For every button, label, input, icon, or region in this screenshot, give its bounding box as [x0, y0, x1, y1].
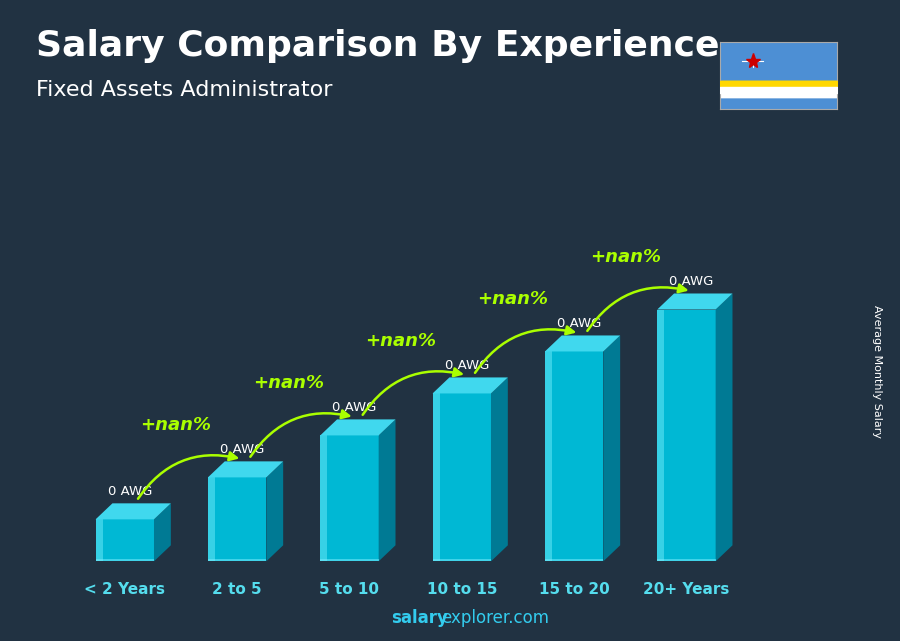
FancyArrowPatch shape [475, 326, 573, 373]
Polygon shape [95, 559, 154, 562]
FancyArrowPatch shape [138, 453, 237, 499]
Polygon shape [544, 559, 603, 562]
Polygon shape [95, 519, 154, 562]
Polygon shape [208, 559, 266, 562]
Text: 0 AWG: 0 AWG [332, 401, 377, 414]
Polygon shape [657, 559, 716, 562]
Polygon shape [544, 351, 552, 562]
Text: explorer.com: explorer.com [441, 609, 549, 627]
Polygon shape [208, 478, 266, 562]
Polygon shape [320, 419, 395, 435]
Polygon shape [154, 503, 171, 562]
FancyArrowPatch shape [588, 285, 686, 331]
Polygon shape [657, 294, 733, 310]
Text: +nan%: +nan% [590, 248, 661, 266]
Polygon shape [208, 478, 215, 562]
FancyArrowPatch shape [363, 369, 462, 415]
Polygon shape [320, 435, 379, 562]
Polygon shape [266, 462, 284, 562]
FancyArrowPatch shape [250, 410, 349, 457]
Polygon shape [544, 335, 620, 351]
Text: Salary Comparison By Experience: Salary Comparison By Experience [36, 29, 719, 63]
Polygon shape [433, 394, 439, 562]
Text: 0 AWG: 0 AWG [557, 317, 601, 330]
Polygon shape [544, 351, 603, 562]
Text: +nan%: +nan% [477, 290, 548, 308]
Text: salary: salary [392, 609, 448, 627]
Polygon shape [657, 310, 716, 562]
Polygon shape [95, 503, 171, 519]
Text: +nan%: +nan% [253, 374, 324, 392]
Polygon shape [208, 462, 284, 478]
Text: 0 AWG: 0 AWG [220, 443, 265, 456]
Polygon shape [716, 294, 733, 562]
Polygon shape [95, 519, 103, 562]
Text: Average Monthly Salary: Average Monthly Salary [872, 305, 883, 438]
Polygon shape [320, 559, 379, 562]
Text: 0 AWG: 0 AWG [108, 485, 152, 498]
Polygon shape [491, 378, 508, 562]
Polygon shape [433, 394, 491, 562]
Text: Fixed Assets Administrator: Fixed Assets Administrator [36, 80, 332, 100]
Text: +nan%: +nan% [365, 332, 436, 350]
Polygon shape [433, 559, 491, 562]
Text: 0 AWG: 0 AWG [445, 359, 489, 372]
Polygon shape [379, 419, 395, 562]
Polygon shape [603, 335, 620, 562]
Polygon shape [320, 435, 328, 562]
Polygon shape [657, 310, 664, 562]
Polygon shape [433, 378, 508, 394]
Text: 0 AWG: 0 AWG [670, 275, 714, 288]
Text: +nan%: +nan% [140, 416, 212, 434]
